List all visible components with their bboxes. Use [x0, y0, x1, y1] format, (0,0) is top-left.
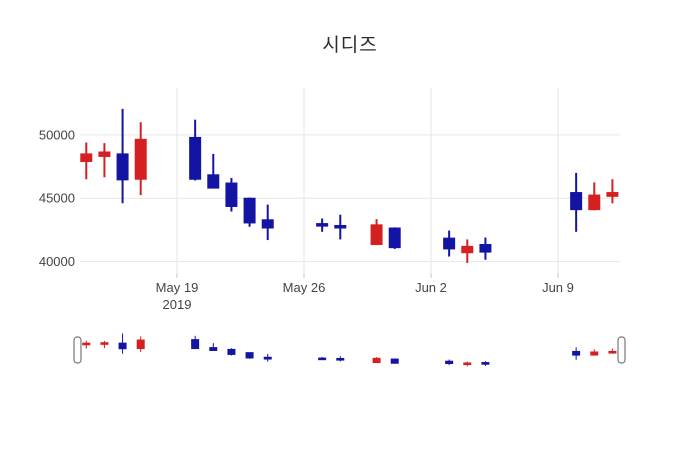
candle-body-2019-06-04[interactable] — [461, 245, 474, 254]
rangeslider-track[interactable] — [80, 331, 620, 370]
candle-body-2019-05-31[interactable] — [388, 227, 401, 249]
candle-body-2019-05-24[interactable] — [263, 356, 272, 360]
candle-body-2019-05-28[interactable] — [334, 224, 347, 229]
candle-body-2019-05-15[interactable] — [98, 151, 111, 157]
candle-body-2019-05-30[interactable] — [372, 357, 381, 364]
x-tick-label: Jun 2 — [415, 280, 447, 295]
candle-body-2019-05-14[interactable] — [80, 153, 93, 162]
candle-body-2019-05-16[interactable] — [116, 153, 129, 181]
candle-body-2019-05-27[interactable] — [316, 223, 329, 227]
candle-body-2019-06-11[interactable] — [588, 194, 601, 211]
candle-body-2019-06-03[interactable] — [445, 360, 454, 365]
rangeslider-handle-left[interactable] — [73, 336, 82, 364]
candle-body-2019-05-15[interactable] — [100, 342, 109, 345]
candle-body-2019-06-11[interactable] — [590, 351, 599, 356]
candle-body-2019-06-12[interactable] — [606, 192, 619, 197]
x-tick-label: Jun 9 — [542, 280, 574, 295]
candle-body-2019-05-14[interactable] — [82, 342, 91, 346]
candle-body-2019-05-27[interactable] — [318, 357, 327, 361]
candle-body-2019-05-20[interactable] — [191, 339, 200, 350]
candle-body-2019-05-23[interactable] — [245, 352, 254, 359]
rangeslider-handle-right[interactable] — [617, 336, 626, 364]
candle-body-2019-05-24[interactable] — [261, 219, 274, 229]
candle-body-2019-06-05[interactable] — [481, 362, 490, 365]
candle-body-2019-06-10[interactable] — [572, 350, 581, 356]
candle-body-2019-05-21[interactable] — [209, 347, 218, 351]
y-tick-label: 50000 — [39, 127, 75, 142]
candle-body-2019-06-12[interactable] — [608, 350, 617, 354]
x-tick-year-label: 2019 — [163, 297, 192, 312]
candle-body-2019-05-23[interactable] — [243, 197, 256, 224]
candle-body-2019-05-17[interactable] — [136, 339, 145, 350]
candle-body-2019-05-28[interactable] — [336, 357, 345, 361]
candle-body-2019-06-05[interactable] — [479, 243, 492, 253]
chart-title: 시디즈 — [322, 35, 378, 56]
x-tick-label: May 19 — [156, 280, 199, 295]
candle-body-2019-05-22[interactable] — [225, 182, 238, 207]
candle-body-2019-05-20[interactable] — [189, 136, 202, 180]
candle-body-2019-05-30[interactable] — [370, 224, 383, 245]
x-tick-label: May 26 — [283, 280, 326, 295]
candle-body-2019-05-17[interactable] — [134, 138, 147, 180]
candle-body-2019-06-10[interactable] — [570, 192, 583, 211]
y-tick-label: 45000 — [39, 191, 75, 206]
candle-body-2019-05-21[interactable] — [207, 174, 220, 189]
candle-body-2019-05-16[interactable] — [118, 342, 127, 350]
candle-body-2019-06-03[interactable] — [443, 237, 456, 250]
candle-body-2019-05-22[interactable] — [227, 348, 236, 355]
y-tick-label: 40000 — [39, 254, 75, 269]
candle-body-2019-05-31[interactable] — [390, 358, 399, 364]
candle-body-2019-06-04[interactable] — [463, 362, 472, 366]
